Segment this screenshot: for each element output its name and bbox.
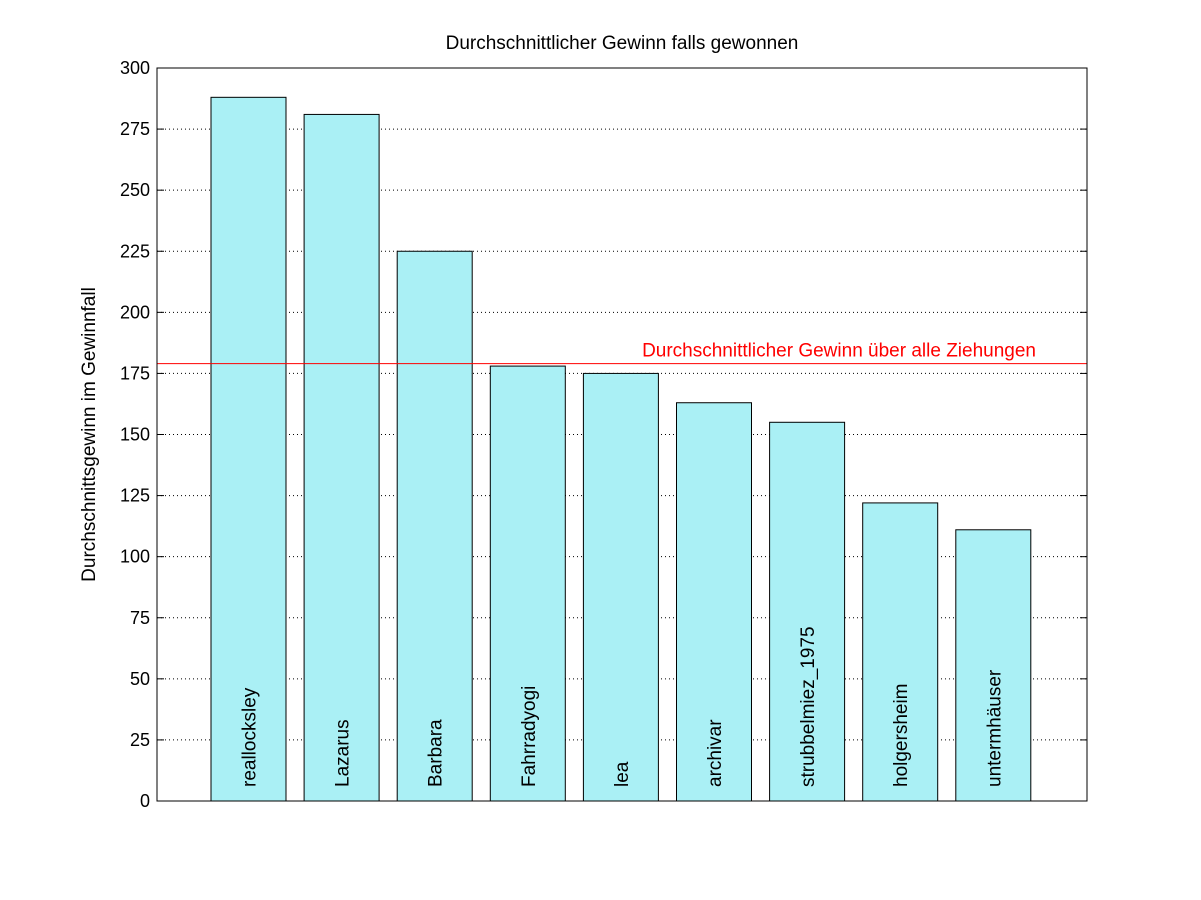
y-tick-label: 0 [140,791,150,811]
y-tick-label: 100 [120,547,150,567]
y-axis-ticks: 0 25 50 75 100 125 150 175 200 225 250 275 300 [120,58,1087,811]
y-tick-label: 275 [120,119,150,139]
bar-category-label: reallocksley [240,687,261,787]
reference-line-label: Durchschnittlicher Gewinn über alle Zieh… [642,341,1036,362]
bar [582,372,659,802]
y-tick-label: 300 [120,58,150,78]
bar [955,529,1032,802]
y-tick-label: 25 [130,730,150,750]
bar [210,96,287,802]
bar-category-label: strubbelmiez_1975 [798,626,819,787]
bar [489,365,566,802]
bar [862,502,939,802]
y-tick-label: 175 [120,363,150,383]
y-tick-label: 225 [120,241,150,261]
bar-labels: reallocksley Lazarus Barbara Fahrradyogi lea… [240,626,1006,787]
y-tick-label: 50 [130,669,150,689]
bar-category-label: Barbara [426,719,447,787]
bar [676,402,752,802]
y-tick-label: 250 [120,180,150,200]
y-tick-label: 75 [130,608,150,628]
reference-line-group: Durchschnittlicher Gewinn über alle Zieh… [157,341,1087,365]
bar-category-label: untermhäuser [984,669,1005,787]
bar [303,113,380,802]
bar [396,250,473,802]
y-tick-label: 200 [120,302,150,322]
bar [769,421,846,802]
y-tick-label: 125 [120,486,150,506]
bars [210,96,1032,802]
chart-title: Durchschnittlicher Gewinn falls gewonnen [446,33,799,54]
bar-category-label: holgersheim [891,684,912,788]
bar-category-label: Fahrradyogi [519,686,540,787]
bar-category-label: lea [612,761,633,787]
y-axis-label: Durchschnittsgewinn im Gewinnfall [79,287,100,582]
bar-category-label: Lazarus [333,719,354,787]
bar-category-label: archivar [705,719,726,787]
y-tick-label: 150 [120,425,150,445]
